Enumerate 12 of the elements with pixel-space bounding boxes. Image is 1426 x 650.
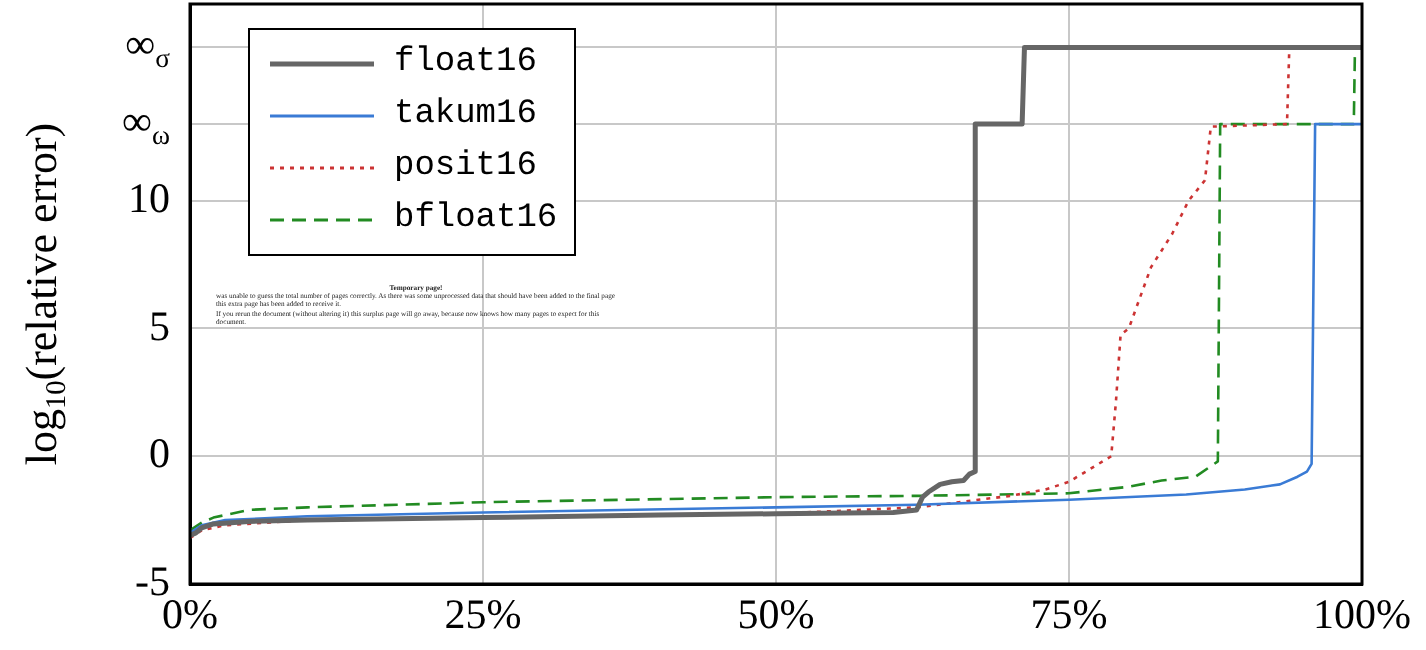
y-axis-title: log10(relative error) [15, 122, 73, 466]
legend-label: float16 [394, 42, 537, 86]
legend-label: posit16 [394, 146, 537, 190]
x-tick-label: 100% [1313, 590, 1411, 639]
legend-label: takum16 [394, 94, 537, 138]
x-tick-label: 25% [444, 590, 522, 639]
x-tick-label: 75% [1030, 590, 1108, 639]
y-tick-label: 5 [149, 301, 170, 350]
legend-label: bfloat16 [394, 198, 558, 242]
y-tick-label: 0 [149, 429, 170, 478]
x-tick-label: 50% [737, 590, 815, 639]
y-tick-label: 10 [128, 173, 170, 222]
